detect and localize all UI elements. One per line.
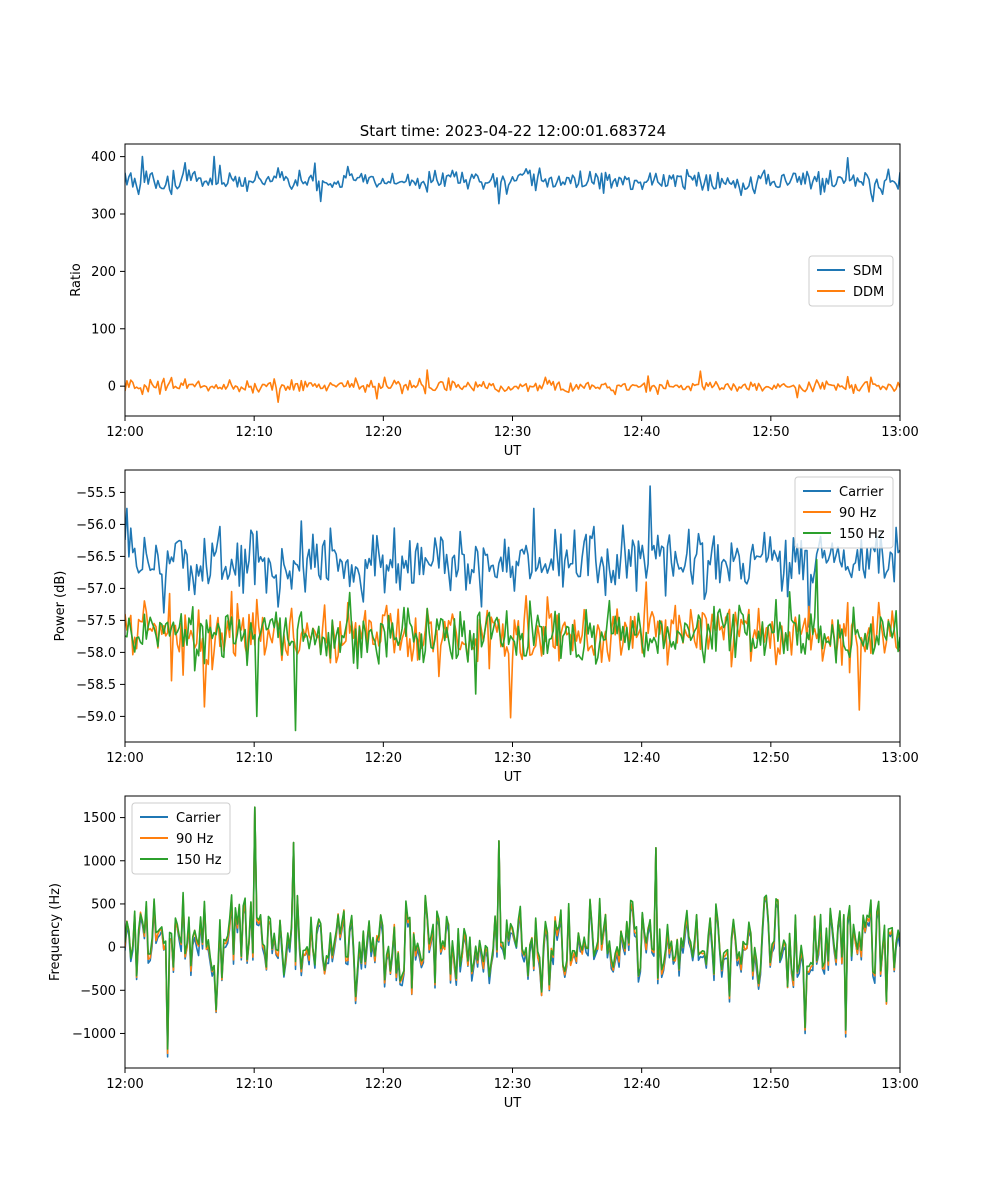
y-axis-label: Ratio — [69, 263, 84, 296]
chart-panel-3: 12:00 12:10 12:20 12:30 12:40 12:50 13:00 UT −10… — [48, 795, 919, 1111]
figure-title: Start time: 2023-04-22 12:00:01.683724 — [360, 122, 666, 140]
series-line-90-hz — [125, 581, 900, 719]
x-axis-label: UT — [504, 770, 522, 785]
y-tick-label: −56.5 — [76, 550, 116, 565]
x-tick-label: 12:40 — [623, 425, 660, 440]
y-tick-label: −55.5 — [76, 486, 116, 501]
legend-label: Carrier — [839, 485, 884, 500]
x-tick-label: 12:20 — [365, 425, 402, 440]
x-tick-label: 12:40 — [623, 751, 660, 766]
x-tick-label: 12:30 — [494, 1077, 531, 1092]
legend-box — [808, 255, 894, 307]
x-tick-label: 12:30 — [494, 425, 531, 440]
x-tick-label: 12:10 — [235, 425, 272, 440]
legend-label: SDM — [853, 264, 882, 279]
y-tick-label: 100 — [91, 322, 116, 337]
legend-label: 150 Hz — [839, 527, 885, 542]
series-line-sdm — [125, 155, 900, 205]
y-tick-label: 200 — [91, 265, 116, 280]
x-tick-label: 12:00 — [106, 751, 143, 766]
x-tick-label: 12:50 — [752, 425, 789, 440]
legend: SDM DDM — [808, 255, 894, 307]
series-line-carrier — [125, 485, 900, 628]
y-tick-label: 300 — [91, 208, 116, 223]
x-tick-label: 12:30 — [494, 751, 531, 766]
legend: Carrier 90 Hz 150 Hz — [794, 476, 894, 549]
series-line-150-hz — [125, 806, 900, 1050]
x-tick-label: 12:00 — [106, 1077, 143, 1092]
series-line-150-hz — [125, 558, 900, 732]
chart-panel-2: 12:00 12:10 12:20 12:30 12:40 12:50 13:00 UT −59… — [53, 469, 919, 785]
x-tick-label: 12:50 — [752, 751, 789, 766]
y-tick-label: −57.0 — [76, 582, 116, 597]
x-tick-label: 12:10 — [235, 1077, 272, 1092]
legend-label: DDM — [853, 285, 884, 300]
x-tick-label: 12:40 — [623, 1077, 660, 1092]
legend-label: Carrier — [176, 811, 221, 826]
x-axis-label: UT — [504, 1096, 522, 1111]
legend-label: 90 Hz — [176, 832, 213, 847]
y-axis-label: Power (dB) — [53, 571, 68, 642]
x-tick-label: 12:20 — [365, 1077, 402, 1092]
y-axis-label: Frequency (Hz) — [48, 883, 63, 981]
x-tick-label: 13:00 — [881, 751, 918, 766]
legend-box — [131, 802, 231, 875]
series-line-ddm — [125, 369, 900, 403]
y-tick-label: −59.0 — [76, 710, 116, 725]
y-tick-label: −500 — [80, 984, 116, 999]
y-tick-label: −1000 — [72, 1027, 116, 1042]
x-tick-label: 12:00 — [106, 425, 143, 440]
y-tick-label: 400 — [91, 150, 116, 165]
x-tick-label: 13:00 — [881, 425, 918, 440]
y-tick-label: 0 — [108, 941, 116, 956]
legend-box — [794, 476, 894, 549]
y-tick-label: −57.5 — [76, 614, 116, 629]
chart-panel-1: 12:00 12:10 12:20 12:30 12:40 12:50 13:00 UT 0 10… — [69, 143, 919, 459]
y-tick-label: 500 — [91, 897, 116, 912]
x-tick-label: 12:10 — [235, 751, 272, 766]
y-tick-label: 1000 — [83, 854, 116, 869]
legend-label: 90 Hz — [839, 506, 876, 521]
y-tick-label: −58.0 — [76, 646, 116, 661]
plot-frame — [124, 469, 901, 743]
y-tick-label: 0 — [108, 380, 116, 395]
legend: Carrier 90 Hz 150 Hz — [131, 802, 231, 875]
legend-label: 150 Hz — [176, 853, 222, 868]
x-tick-label: 12:20 — [365, 751, 402, 766]
y-tick-label: 1500 — [83, 811, 116, 826]
y-tick-label: −56.0 — [76, 518, 116, 533]
chart-panels: 12:00 12:10 12:20 12:30 12:40 12:50 13:00 UT 0 10… — [48, 143, 919, 1111]
x-tick-label: 13:00 — [881, 1077, 918, 1092]
x-tick-label: 12:50 — [752, 1077, 789, 1092]
x-axis-label: UT — [504, 444, 522, 459]
y-tick-label: −58.5 — [76, 678, 116, 693]
